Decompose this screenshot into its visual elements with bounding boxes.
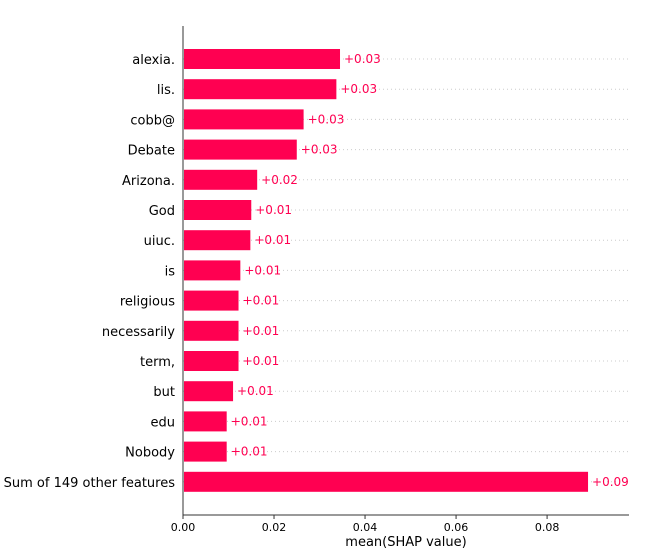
y-tick-label: lis. bbox=[157, 83, 175, 98]
bar bbox=[184, 169, 258, 190]
bar bbox=[184, 411, 227, 432]
y-tick-label: but bbox=[153, 385, 175, 400]
bar bbox=[184, 230, 251, 251]
value-label: +0.03 bbox=[308, 112, 345, 126]
y-tick-label: Nobody bbox=[125, 446, 175, 461]
bars bbox=[184, 49, 589, 492]
bar bbox=[184, 351, 239, 371]
x-tick-label: 0.00 bbox=[171, 521, 196, 534]
bar bbox=[184, 320, 239, 341]
x-tick-label: 0.04 bbox=[353, 521, 378, 534]
y-tick-label: term, bbox=[140, 355, 175, 370]
bar bbox=[184, 109, 304, 130]
y-tick-label: edu bbox=[151, 415, 176, 430]
value-label: +0.09 bbox=[592, 475, 629, 489]
value-label: +0.01 bbox=[237, 384, 274, 398]
value-label: +0.01 bbox=[231, 414, 268, 428]
bar bbox=[184, 139, 297, 160]
y-tick-label: Debate bbox=[128, 144, 175, 159]
y-tick-label: alexia. bbox=[132, 53, 175, 68]
x-axis-label: mean(SHAP value) bbox=[345, 535, 466, 550]
bar bbox=[184, 381, 234, 402]
bar bbox=[184, 260, 241, 281]
bar bbox=[184, 49, 341, 69]
bar bbox=[184, 290, 239, 311]
x-tick-label: 0.08 bbox=[535, 521, 560, 534]
y-tick-label: is bbox=[165, 264, 176, 279]
y-tick-label: uiuc. bbox=[144, 234, 175, 249]
value-label: +0.01 bbox=[231, 445, 268, 459]
x-tick-label: 0.06 bbox=[444, 521, 469, 534]
value-label: +0.01 bbox=[243, 294, 280, 308]
value-label: +0.01 bbox=[243, 354, 280, 368]
value-label: +0.01 bbox=[243, 324, 280, 338]
y-tick-label: Arizona. bbox=[122, 174, 175, 189]
value-label: +0.03 bbox=[301, 143, 338, 157]
value-labels: +0.03 +0.03 +0.03 +0.03 +0.02 +0.01 +0.01 +0.01… bbox=[231, 52, 629, 489]
x-ticks: 0.00 0.02 0.04 0.06 0.08 bbox=[171, 515, 560, 534]
y-tick-label: religious bbox=[120, 295, 175, 310]
y-tick-label: necessarily bbox=[102, 325, 175, 340]
value-label: +0.03 bbox=[340, 82, 377, 96]
bar bbox=[184, 79, 337, 100]
y-tick-labels: alexia. lis. cobb@ Debate Arizona. God uiuc. is… bbox=[4, 53, 176, 491]
value-label: +0.02 bbox=[261, 173, 298, 187]
value-label: +0.01 bbox=[244, 263, 281, 277]
value-label: +0.01 bbox=[254, 233, 291, 247]
x-tick-label: 0.02 bbox=[262, 521, 287, 534]
value-label: +0.01 bbox=[255, 203, 292, 217]
y-tick-label: cobb@ bbox=[130, 113, 175, 128]
bar bbox=[184, 441, 227, 462]
bar bbox=[184, 200, 252, 220]
y-tick-label: God bbox=[149, 204, 175, 219]
bar bbox=[184, 471, 589, 492]
value-label: +0.03 bbox=[344, 52, 381, 66]
y-tick-label: Sum of 149 other features bbox=[4, 476, 176, 491]
